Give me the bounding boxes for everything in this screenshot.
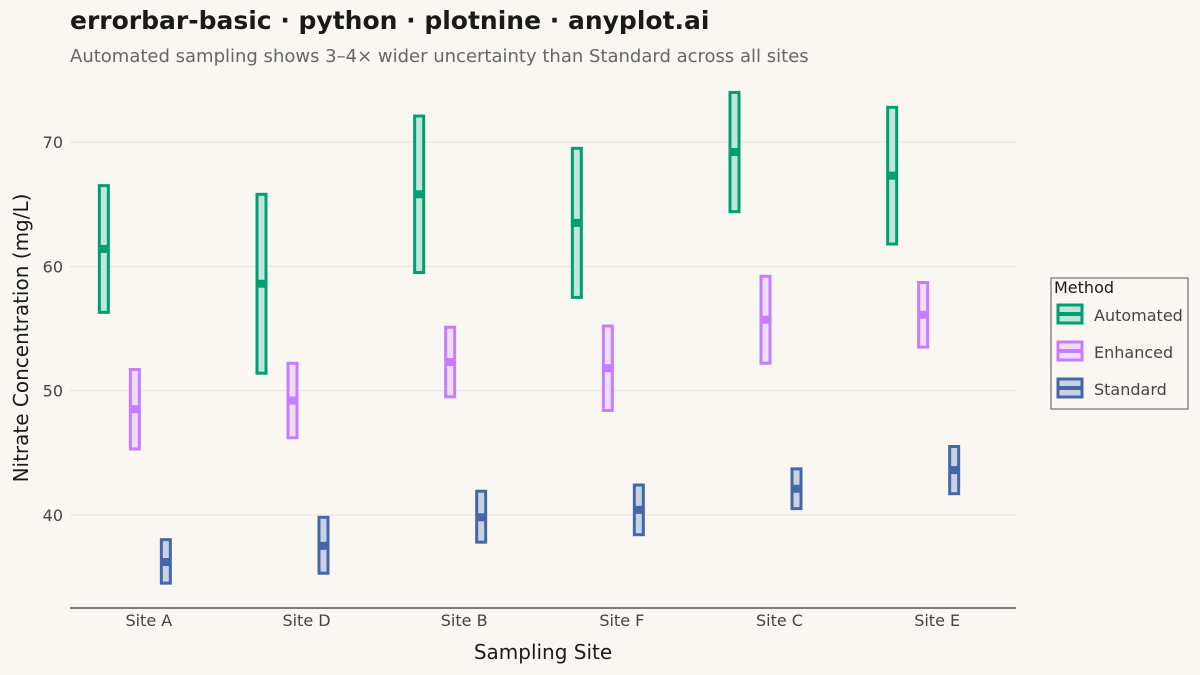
errorbar-enhanced-site-d <box>286 361 299 440</box>
mean-marker <box>949 466 959 475</box>
legend-key-automated <box>1056 303 1084 325</box>
legend-title: Method <box>1054 278 1114 297</box>
legend-label-automated: Automated <box>1094 306 1183 325</box>
chart-subtitle: Automated sampling shows 3–4× wider unce… <box>70 46 809 67</box>
y-axis-title: Nitrate Concentration (mg/L) <box>9 194 33 483</box>
errorbar-automated-site-e <box>886 105 899 246</box>
errorbar-enhanced-site-c <box>759 274 772 365</box>
errorbar-automated-site-d <box>255 192 268 375</box>
gridlines <box>70 141 1016 516</box>
mean-marker <box>445 358 455 367</box>
x-tick-label: Site A <box>125 611 172 630</box>
y-tick-label-60: 60 <box>43 257 63 276</box>
x-tick-label: Site E <box>914 611 960 630</box>
mean-marker <box>603 364 613 373</box>
legend-label-enhanced: Enhanced <box>1094 343 1173 362</box>
errorbar-automated-site-c <box>728 90 741 214</box>
mean-marker <box>414 190 424 199</box>
errorbar-automated-site-f <box>570 146 583 299</box>
mean-marker <box>761 315 770 324</box>
legend-swatch-line <box>1058 349 1082 353</box>
errorbar-standard-site-d <box>317 515 330 575</box>
mean-marker <box>257 279 266 288</box>
y-tick-label-50: 50 <box>43 382 63 401</box>
errorbar-standard-site-b <box>475 489 488 544</box>
legend-label-standard: Standard <box>1094 380 1167 399</box>
mean-marker <box>319 541 328 550</box>
errorbar-enhanced-site-e <box>917 281 930 349</box>
errorbars <box>97 90 961 585</box>
legend-swatch-line <box>1058 386 1082 390</box>
errorbar-standard-site-c <box>790 467 803 511</box>
x-axis-title: Sampling Site <box>474 640 612 664</box>
legend-key-enhanced <box>1056 340 1084 362</box>
chart-title: errorbar-basic · python · plotnine · any… <box>70 6 710 35</box>
y-tick-label-70: 70 <box>43 133 63 152</box>
mean-marker <box>792 484 801 493</box>
errorbar-standard-site-e <box>948 444 961 496</box>
mean-marker <box>634 505 644 514</box>
x-tick-label: Site D <box>282 611 330 630</box>
y-tick-label-40: 40 <box>43 506 63 525</box>
errorbar-enhanced-site-b <box>444 325 457 399</box>
legend-key-standard <box>1056 377 1084 399</box>
errorbar-standard-site-f <box>632 483 645 537</box>
mean-marker <box>99 244 109 253</box>
mean-marker <box>476 513 486 522</box>
mean-marker <box>288 396 297 405</box>
mean-marker <box>730 148 739 157</box>
mean-marker <box>130 405 140 414</box>
x-tick-label: Site C <box>756 611 803 630</box>
errorbar-enhanced-site-f <box>601 324 614 412</box>
errorbar-automated-site-a <box>97 184 110 314</box>
legend-swatch-line <box>1058 312 1082 316</box>
mean-marker <box>572 218 582 227</box>
x-tick-label: Site F <box>599 611 644 630</box>
y-tick-labels: 40 50 60 70 <box>43 133 63 525</box>
legend: Method Automated Enhanced Standard <box>1050 277 1189 410</box>
x-tick-label: Site B <box>441 611 488 630</box>
errorbar-automated-site-b <box>413 114 426 275</box>
mean-marker <box>161 558 171 567</box>
x-tick-labels: Site A Site D Site B Site F Site C Site E <box>125 611 960 630</box>
mean-marker <box>918 310 928 319</box>
mean-marker <box>887 171 897 180</box>
errorbar-enhanced-site-a <box>128 367 141 451</box>
errorbar-standard-site-a <box>159 538 172 585</box>
